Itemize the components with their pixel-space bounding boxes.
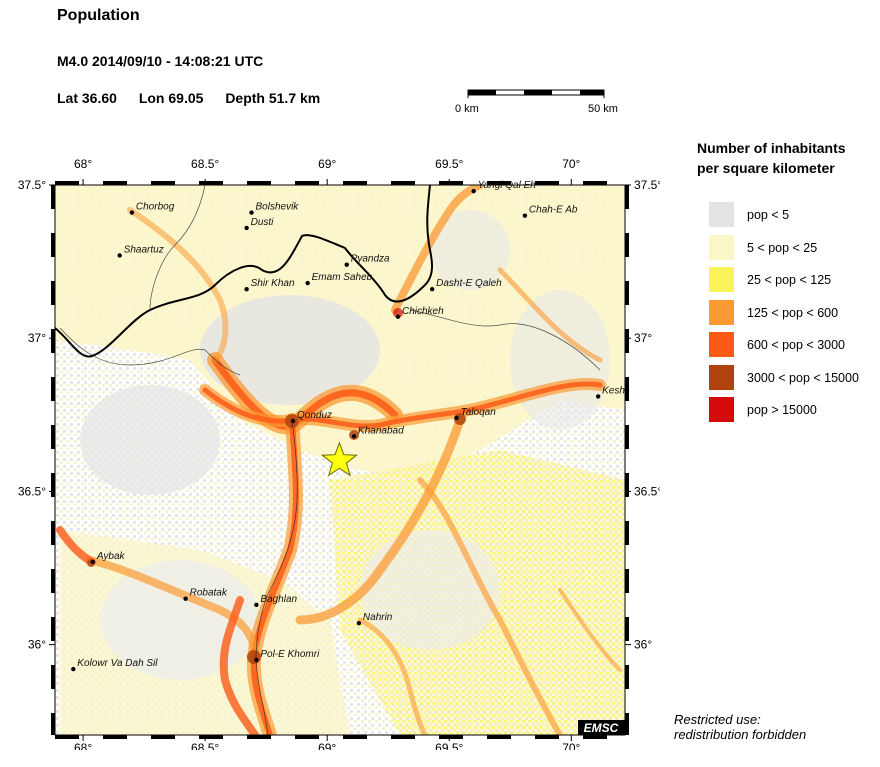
distance-scale-bar: 0 km 50 km bbox=[455, 89, 618, 115]
lat-tick-label-left: 37.5° bbox=[18, 178, 46, 192]
legend-swatch bbox=[709, 397, 734, 422]
city-label: Dasht-E Qaleh bbox=[436, 278, 502, 289]
lat-tick-label-right: 36.5° bbox=[634, 484, 660, 498]
legend-swatch bbox=[709, 299, 734, 325]
legend-swatch bbox=[709, 364, 734, 390]
city-label: Qonduz bbox=[297, 410, 332, 421]
lat-tick-label-left: 36.5° bbox=[18, 484, 46, 498]
city-label: Taloqan bbox=[461, 407, 497, 418]
city-label: Bolshevik bbox=[256, 202, 300, 213]
city-dot-icon bbox=[244, 225, 249, 231]
legend-label: 125 < pop < 600 bbox=[747, 305, 839, 320]
city-label: Shaartuz bbox=[124, 244, 164, 255]
city-dot-icon bbox=[254, 602, 259, 607]
city-label: Shir Khan bbox=[251, 278, 295, 289]
lon-tick-label-top: 69° bbox=[318, 157, 336, 171]
city-label: Nahrin bbox=[363, 612, 393, 623]
city-dot-icon bbox=[305, 280, 310, 286]
city-dot-icon bbox=[129, 210, 135, 215]
page-title: Population bbox=[57, 7, 140, 24]
city-label: Baghlan bbox=[260, 594, 297, 605]
city-label: Kolowr Va Dah Sil bbox=[77, 658, 158, 669]
city-dot-icon bbox=[254, 657, 259, 663]
population-map: 68° 68° 68.5° 68.5° 69° 69° 69.5° 69.5° 70° 70° 37… bbox=[18, 157, 660, 750]
lat-tick-label-left: 37° bbox=[28, 331, 46, 345]
city-label: Chah-E Ab bbox=[529, 205, 578, 216]
lat-tick-label-right: 37° bbox=[634, 331, 652, 345]
legend-swatch bbox=[709, 234, 734, 260]
emsc-logo-text: EMSC bbox=[584, 721, 619, 735]
city-label: Kesh bbox=[602, 385, 625, 396]
legend-label: 3000 < pop < 15000 bbox=[747, 370, 859, 385]
city-dot-icon bbox=[249, 210, 254, 215]
lon-tick-label-bottom: 69° bbox=[318, 741, 336, 750]
city-dot-icon bbox=[244, 286, 249, 292]
city-markers: Chorbog Bolshevik Dusti Shaartuz Yangi Qal E… bbox=[71, 180, 625, 672]
city-dot-icon bbox=[344, 262, 349, 267]
city-label: Pyandza bbox=[351, 254, 390, 265]
legend-label: 25 < pop < 125 bbox=[747, 273, 832, 287]
longitude-value: Lon 69.05 bbox=[138, 90, 204, 106]
legend-label: 600 < pop < 3000 bbox=[747, 338, 846, 352]
legend-title-line-1: Number of inhabitants bbox=[697, 140, 846, 156]
legend-swatch bbox=[709, 202, 734, 227]
restricted-notice: Restricted use: redistribution forbidden bbox=[674, 712, 806, 742]
city-dot-icon bbox=[117, 253, 122, 258]
city-dot-icon bbox=[429, 286, 435, 292]
city-dot-icon bbox=[356, 620, 362, 626]
legend-label: pop < 5 bbox=[747, 208, 790, 222]
lon-tick-label-top: 69.5° bbox=[435, 157, 463, 171]
legend-title: Number of inhabitants per square kilomet… bbox=[697, 138, 846, 178]
axis-ticks: 68° 68° 68.5° 68.5° 69° 69° 69.5° 69.5° 70° 70° 37… bbox=[18, 157, 660, 750]
lat-tick-label-left: 36° bbox=[28, 638, 46, 652]
epicenter-star-icon bbox=[320, 441, 358, 477]
city-label: Pol-E Khomri bbox=[260, 649, 320, 660]
emsc-logo: EMSC bbox=[578, 720, 625, 735]
city-dot-icon bbox=[454, 415, 459, 421]
scale-label-end: 50 km bbox=[588, 103, 618, 115]
lat-tick-label-right: 36° bbox=[634, 638, 652, 652]
latitude-value: Lat 36.60 bbox=[57, 90, 117, 106]
city-dot-icon bbox=[471, 188, 476, 194]
city-label: Robatak bbox=[190, 588, 228, 599]
city-dot-icon bbox=[595, 394, 601, 399]
lon-tick-label-top: 68° bbox=[74, 157, 92, 171]
city-label: Chorbog bbox=[136, 202, 175, 213]
event-coordinates: Lat 36.60 Lon 69.05 Depth 51.7 km bbox=[57, 90, 338, 106]
city-dot-icon bbox=[351, 434, 357, 439]
lon-tick-label-top: 70° bbox=[562, 157, 580, 171]
city-dot-icon bbox=[183, 596, 188, 601]
legend-title-line-2: per square kilometer bbox=[697, 160, 835, 176]
restricted-line-2: redistribution forbidden bbox=[674, 727, 807, 742]
lat-tick-label-right: 37.5° bbox=[634, 178, 660, 192]
restricted-line-1: Restricted use: bbox=[674, 712, 761, 727]
city-dot-icon bbox=[290, 418, 296, 424]
legend-swatch bbox=[709, 332, 734, 357]
city-label: Khanabad bbox=[358, 425, 404, 436]
city-label: Chichkeh bbox=[402, 306, 444, 317]
legend-swatch bbox=[709, 267, 734, 292]
city-dot-icon bbox=[522, 213, 528, 218]
city-dot-icon bbox=[71, 666, 76, 672]
city-label: Aybak bbox=[96, 551, 126, 562]
scale-label-start: 0 km bbox=[455, 103, 479, 115]
legend-label: 5 < pop < 25 bbox=[747, 240, 818, 255]
lon-tick-label-bottom: 69.5° bbox=[435, 741, 463, 750]
city-dot-icon bbox=[395, 314, 401, 319]
lon-tick-label-top: 68.5° bbox=[191, 157, 219, 171]
lon-tick-label-bottom: 68° bbox=[74, 741, 92, 750]
city-dot-icon bbox=[90, 559, 96, 565]
border-river bbox=[54, 184, 433, 358]
city-label: Emam Saheb bbox=[312, 272, 373, 283]
lon-tick-label-bottom: 70° bbox=[562, 741, 580, 750]
lon-tick-label-bottom: 68.5° bbox=[191, 741, 219, 750]
event-summary: M4.0 2014/09/10 - 14:08:21 UTC bbox=[57, 53, 264, 69]
city-label: Yangi Qal Eh bbox=[478, 180, 537, 191]
legend-label: pop > 15000 bbox=[747, 403, 817, 417]
depth-value: Depth 51.7 km bbox=[225, 90, 321, 106]
city-label: Dusti bbox=[251, 217, 275, 228]
